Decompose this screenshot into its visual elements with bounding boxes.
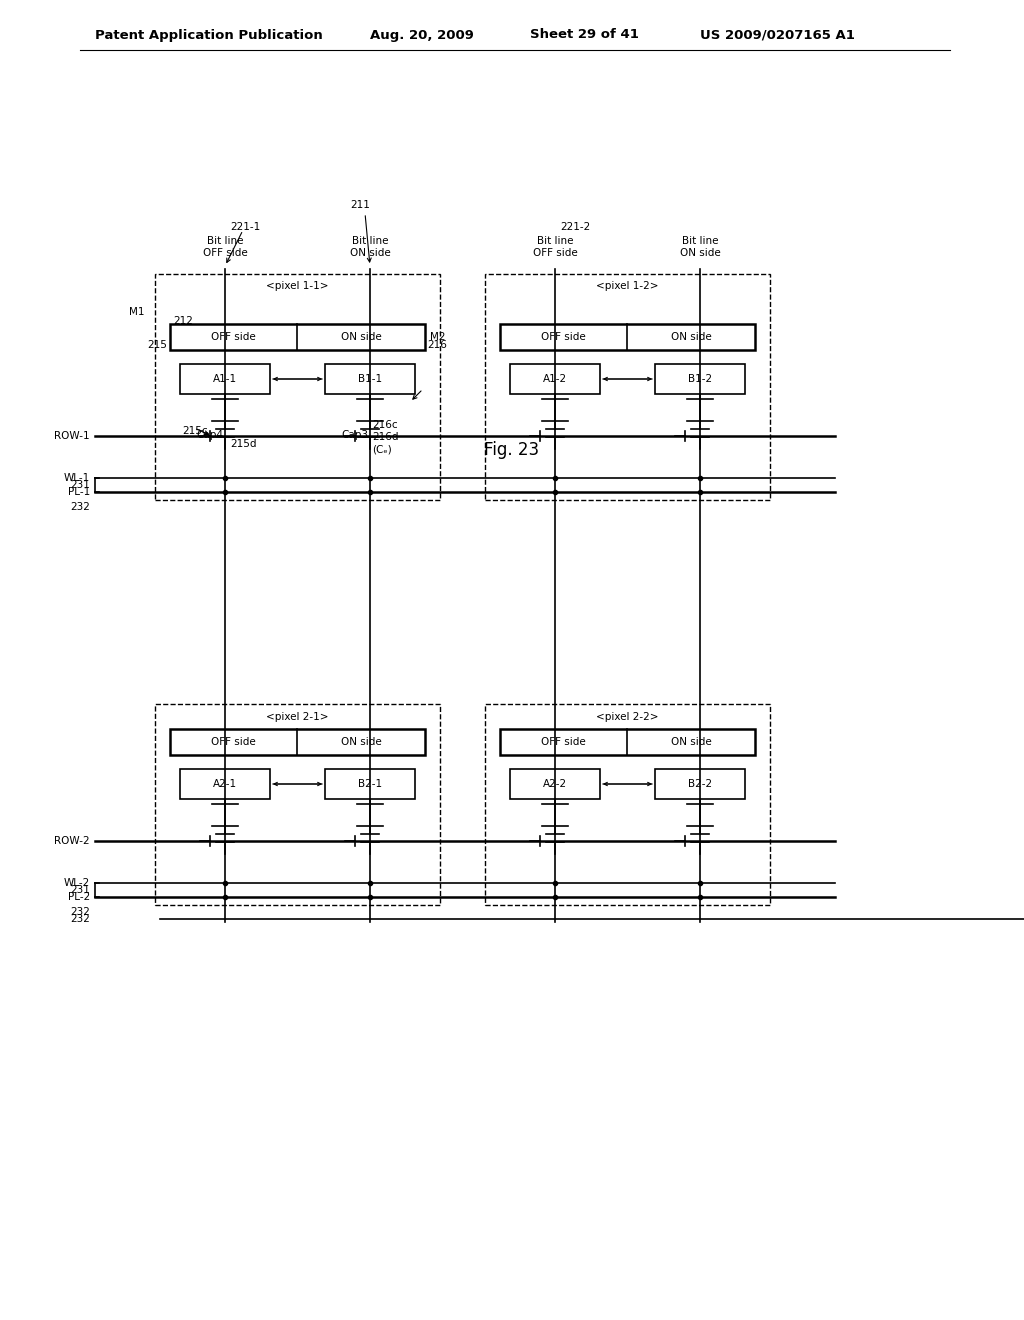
Bar [170, 729, 425, 755]
Text: A2-2: A2-2 [543, 779, 567, 789]
Text: 215: 215 [147, 341, 167, 350]
Text: WL-1: WL-1 [63, 473, 90, 483]
Text: ON side: ON side [341, 737, 381, 747]
Text: Aug. 20, 2009: Aug. 20, 2009 [370, 29, 474, 41]
Bar [170, 323, 425, 350]
Text: M1: M1 [129, 308, 145, 317]
Text: A2-1: A2-1 [213, 779, 238, 789]
Text: B1-1: B1-1 [358, 374, 382, 384]
Text: <pixel 1-1>: <pixel 1-1> [266, 281, 329, 290]
Text: 231: 231 [70, 884, 90, 895]
Text: M2: M2 [430, 333, 445, 342]
Text: OFF side: OFF side [211, 737, 255, 747]
Text: Bit line: Bit line [352, 236, 388, 246]
Bar [485, 275, 770, 500]
Text: B1-2: B1-2 [688, 374, 712, 384]
Text: OFF side: OFF side [203, 248, 248, 257]
Bar [325, 364, 415, 393]
Text: 211: 211 [350, 201, 370, 210]
Text: <pixel 2-1>: <pixel 2-1> [266, 711, 329, 722]
Text: <pixel 1-2>: <pixel 1-2> [596, 281, 658, 290]
Bar [485, 704, 770, 906]
Text: 215c: 215c [182, 426, 208, 436]
Text: PL-2: PL-2 [68, 892, 90, 902]
Bar [325, 770, 415, 799]
Text: Cap3: Cap3 [341, 430, 368, 440]
Text: OFF side: OFF side [541, 737, 586, 747]
Text: 212: 212 [173, 315, 193, 326]
Text: Cap4: Cap4 [196, 430, 223, 440]
Bar [655, 770, 745, 799]
Text: ROW-1: ROW-1 [54, 432, 90, 441]
Text: B2-1: B2-1 [358, 779, 382, 789]
Text: WL-2: WL-2 [63, 878, 90, 888]
Text: PL-1: PL-1 [68, 487, 90, 498]
Text: Bit line: Bit line [537, 236, 573, 246]
Text: Fig. 23: Fig. 23 [484, 441, 540, 459]
Text: 232: 232 [70, 913, 90, 924]
Bar [155, 275, 440, 500]
Text: A1-1: A1-1 [213, 374, 238, 384]
Text: ON side: ON side [349, 248, 390, 257]
Bar [655, 364, 745, 393]
Text: ON side: ON side [671, 333, 712, 342]
Text: Patent Application Publication: Patent Application Publication [95, 29, 323, 41]
Text: ON side: ON side [341, 333, 381, 342]
Text: Bit line: Bit line [682, 236, 718, 246]
Text: ON side: ON side [680, 248, 720, 257]
Text: ROW-2: ROW-2 [54, 836, 90, 846]
Text: US 2009/0207165 A1: US 2009/0207165 A1 [700, 29, 855, 41]
Bar [510, 770, 600, 799]
Text: ON side: ON side [671, 737, 712, 747]
Text: 232: 232 [70, 907, 90, 917]
Text: 231: 231 [70, 480, 90, 490]
Bar [155, 704, 440, 906]
Bar [500, 323, 755, 350]
Text: OFF side: OFF side [541, 333, 586, 342]
Text: 215d: 215d [230, 440, 256, 449]
Text: Bit line: Bit line [207, 236, 244, 246]
Text: <pixel 2-2>: <pixel 2-2> [596, 711, 658, 722]
Text: 216: 216 [427, 341, 446, 350]
Text: 221-1: 221-1 [230, 222, 260, 232]
Text: B2-2: B2-2 [688, 779, 712, 789]
Bar [180, 364, 270, 393]
Bar [500, 729, 755, 755]
Text: 216d: 216d [372, 432, 398, 442]
Text: Sheet 29 of 41: Sheet 29 of 41 [530, 29, 639, 41]
Text: A1-2: A1-2 [543, 374, 567, 384]
Text: (Cₑ): (Cₑ) [372, 444, 392, 454]
Text: OFF side: OFF side [532, 248, 578, 257]
Text: 221-2: 221-2 [560, 222, 590, 232]
Bar [510, 364, 600, 393]
Bar [180, 770, 270, 799]
Text: 232: 232 [70, 502, 90, 512]
Text: OFF side: OFF side [211, 333, 255, 342]
Text: 216c: 216c [372, 420, 397, 430]
